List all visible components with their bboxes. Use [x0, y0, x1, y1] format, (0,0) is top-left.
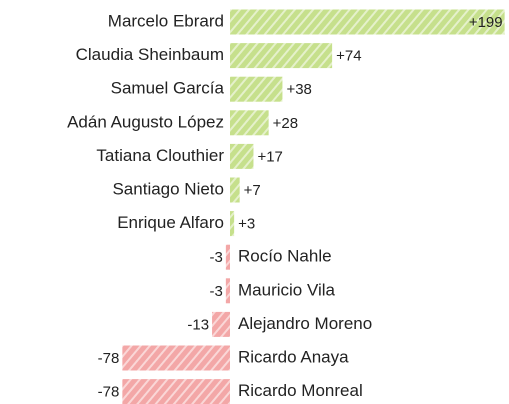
category-label: Ricardo Anaya — [238, 347, 349, 366]
value-label: +17 — [257, 148, 282, 165]
bar — [212, 311, 230, 337]
bar — [230, 76, 283, 102]
category-label: Samuel García — [111, 79, 225, 98]
bar — [230, 43, 333, 69]
category-label: Alejandro Moreno — [238, 314, 372, 333]
value-label: +199 — [469, 14, 503, 31]
bar — [230, 177, 240, 203]
value-label: -13 — [187, 316, 209, 333]
value-label: -3 — [210, 283, 223, 300]
category-label: Marcelo Ebrard — [108, 11, 224, 30]
value-label: +3 — [238, 216, 255, 233]
value-label: -3 — [210, 249, 223, 266]
value-label: +7 — [244, 182, 261, 199]
bar — [225, 244, 230, 270]
bar — [230, 211, 235, 237]
category-label: Santiago Nieto — [112, 179, 224, 198]
bar — [230, 143, 254, 169]
category-label: Rocío Nahle — [238, 247, 332, 266]
category-label: Tatiana Clouthier — [96, 146, 224, 165]
value-label: +74 — [336, 48, 361, 65]
category-label: Ricardo Monreal — [238, 381, 363, 400]
bar — [230, 110, 269, 136]
bar — [122, 345, 230, 371]
category-label: Claudia Sheinbaum — [76, 45, 224, 64]
category-label: Adán Augusto López — [67, 112, 224, 131]
bar — [225, 278, 230, 304]
value-label: +28 — [273, 115, 298, 132]
category-label: Mauricio Vila — [238, 280, 336, 299]
value-label: -78 — [98, 384, 120, 401]
bar — [122, 379, 230, 404]
value-label: -78 — [98, 350, 120, 367]
bar — [230, 9, 505, 35]
category-label: Enrique Alfaro — [117, 213, 224, 232]
value-label: +38 — [286, 81, 311, 98]
